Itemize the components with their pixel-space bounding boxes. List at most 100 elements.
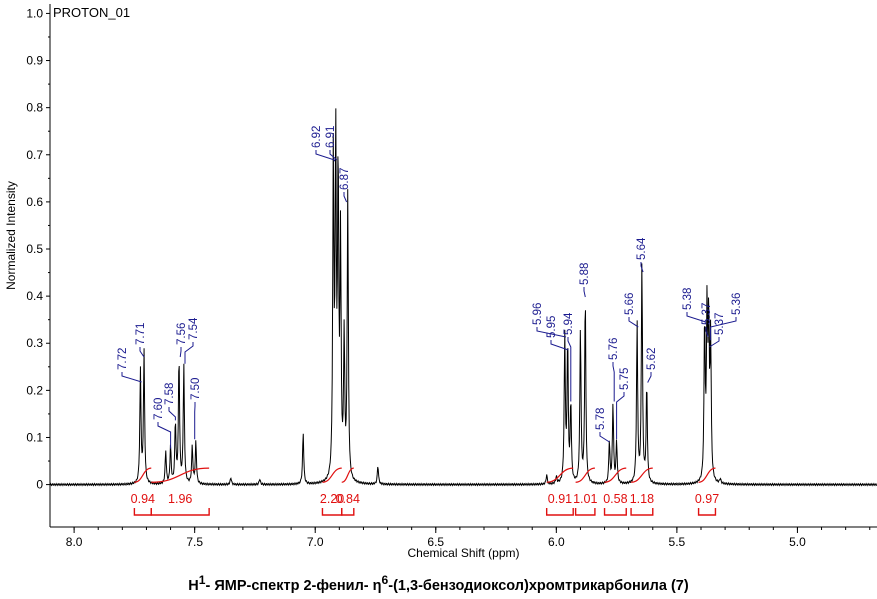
peak-label: 5.62 xyxy=(646,348,658,370)
peak-label-leader xyxy=(121,372,142,383)
y-tick-label: 0.1 xyxy=(26,430,43,444)
peak-label-leader xyxy=(139,347,145,358)
spectrum-title: PROTON_01 xyxy=(53,5,130,20)
peak-label-leader xyxy=(583,287,586,298)
peak-label: 5.37 xyxy=(701,303,713,325)
peak-label: 5.95 xyxy=(546,316,558,338)
peak-label-leader xyxy=(705,327,709,338)
peak-label-leader xyxy=(157,422,172,449)
peak-label-leader xyxy=(168,407,176,421)
peak-label: 5.78 xyxy=(595,408,607,430)
integral-curve xyxy=(341,467,354,483)
peak-label: 7.50 xyxy=(190,378,202,400)
integral-value: 1.96 xyxy=(168,492,192,506)
integral-value: 0.97 xyxy=(695,492,719,506)
peak-label: 5.94 xyxy=(563,312,575,335)
integral-curve xyxy=(698,467,716,483)
peak-label: 5.76 xyxy=(608,338,620,360)
integral-curve xyxy=(151,467,210,483)
peak-label-leader xyxy=(315,150,335,162)
integral-curve xyxy=(604,467,627,483)
x-axis-title: Chemical Shift (ppm) xyxy=(407,546,519,560)
peak-label: 6.91 xyxy=(325,126,337,148)
caption-middle: - ЯМР-спектр 2-фенил- η xyxy=(205,577,382,594)
y-tick-label: 0.6 xyxy=(26,195,43,209)
peak-label-leader xyxy=(184,342,194,364)
y-tick-label: 0.7 xyxy=(26,148,43,162)
integral-value: 1.18 xyxy=(630,492,654,506)
integral-bracket xyxy=(545,508,574,516)
integral-curve xyxy=(575,467,595,483)
peak-label-leader xyxy=(612,362,615,402)
caption-superscript-1: 1 xyxy=(198,573,206,587)
y-tick-label: 0 xyxy=(36,478,43,492)
y-tick-label: 0.8 xyxy=(26,101,43,115)
caption-superscript-6: 6 xyxy=(381,573,389,587)
peak-label: 5.64 xyxy=(636,237,648,260)
peak-label-leader xyxy=(567,337,572,402)
x-tick-label: 6.5 xyxy=(427,535,444,549)
x-tick-label: 7.5 xyxy=(186,535,203,549)
peak-label-leader xyxy=(647,372,652,383)
peak-label-leader xyxy=(709,337,720,348)
nmr-spectrum-chart: 0 0.1 0.2 0.3 0.4 0.5 0.6 0.7 0.8 0.9 1.0 8.0 7.5 7.0… xyxy=(4,4,877,560)
x-tick-label: 5.0 xyxy=(789,535,806,549)
peak-label: 5.96 xyxy=(532,303,544,325)
integral-curve xyxy=(134,467,152,483)
peak-label-leader xyxy=(550,340,569,351)
x-tick-label: 6.0 xyxy=(548,535,565,549)
peak-label: 5.66 xyxy=(624,293,636,315)
peak-label-leader xyxy=(616,392,625,440)
x-tick-label: 5.5 xyxy=(669,535,686,549)
integral-value: 1.01 xyxy=(573,492,597,506)
integral-curve xyxy=(546,467,574,483)
peak-label-leader xyxy=(536,327,567,338)
y-tick-label: 0.2 xyxy=(26,383,43,397)
peak-label: 7.54 xyxy=(188,317,200,340)
integral-bracket xyxy=(341,508,355,516)
peak-label: 5.37 xyxy=(714,313,726,335)
peak-label-leader xyxy=(599,432,610,443)
figure-caption: H1- ЯМР-спектр 2-фенил- η6-(1,3-бензодио… xyxy=(0,573,877,594)
integral-value: 0.58 xyxy=(603,492,627,506)
integral-bracket xyxy=(630,508,654,516)
peak-label-leader xyxy=(710,317,737,341)
integral-bracket xyxy=(603,508,627,516)
peak-label: 5.88 xyxy=(579,263,591,285)
x-tick-label: 7.0 xyxy=(307,535,324,549)
caption-suffix: -(1,3-бензодиоксол)хромтрикарбонила (7) xyxy=(388,577,689,594)
peak-label-leader xyxy=(628,317,639,328)
x-tick-label: 8.0 xyxy=(66,535,83,549)
integral-value: 0.94 xyxy=(131,492,155,506)
integral-bracket xyxy=(133,508,152,516)
y-axis-title: Normalized Intensity xyxy=(4,181,18,290)
integral-value: 0.84 xyxy=(336,492,360,506)
integral-bracket xyxy=(150,508,210,516)
peak-label: 6.87 xyxy=(339,168,351,190)
peak-label: 6.92 xyxy=(311,126,323,148)
peak-label: 7.60 xyxy=(153,398,165,420)
peak-label-leader xyxy=(686,312,706,323)
peak-label: 5.75 xyxy=(619,368,631,390)
integral-curve xyxy=(631,467,653,483)
integral-curve xyxy=(322,467,342,483)
spectrum-trace xyxy=(49,108,877,487)
peak-label: 5.38 xyxy=(682,288,694,310)
peak-label: 7.72 xyxy=(117,348,129,370)
peak-label-leader xyxy=(640,262,644,273)
y-tick-label: 0.9 xyxy=(26,54,43,68)
peak-label: 7.56 xyxy=(176,323,188,345)
integral-bracket xyxy=(321,508,343,516)
peak-label: 5.36 xyxy=(731,293,743,315)
peak-label-leader xyxy=(343,192,348,203)
integral-bracket xyxy=(697,508,717,516)
peak-label-leader xyxy=(329,150,338,161)
integral-value: 2.20 xyxy=(320,492,344,506)
peak-label: 7.58 xyxy=(164,383,176,405)
integral-bracket xyxy=(574,508,596,516)
peak-label-leader xyxy=(179,347,182,358)
caption-prefix: H xyxy=(188,577,199,594)
y-tick-label: 0.4 xyxy=(26,289,43,303)
peak-label: 7.71 xyxy=(135,323,147,345)
integral-value: 0.91 xyxy=(548,492,572,506)
